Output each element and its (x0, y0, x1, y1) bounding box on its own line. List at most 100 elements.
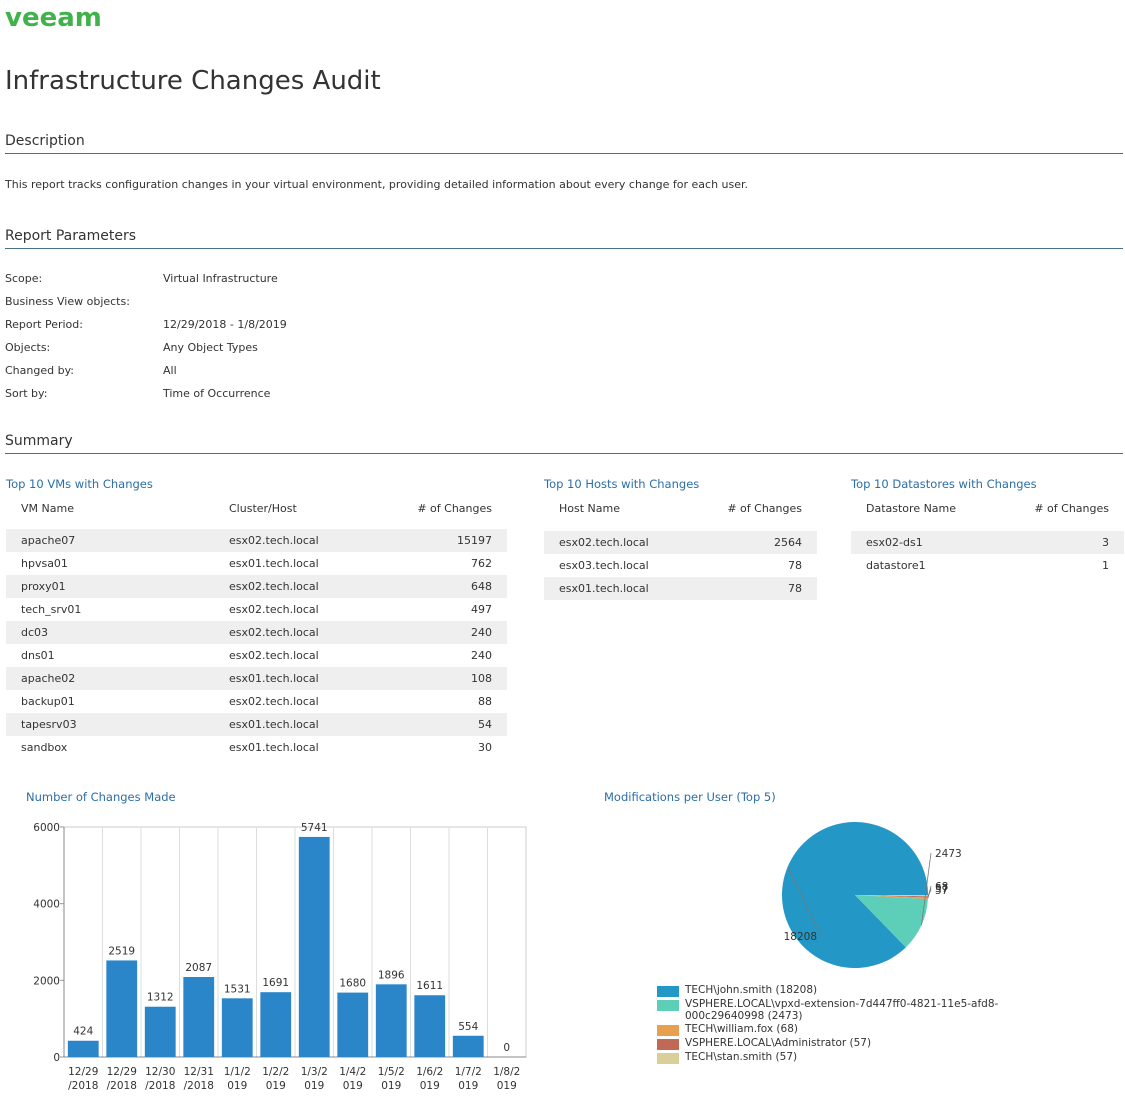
leader-line (927, 889, 932, 896)
table-row: esx02.tech.local 2564 (544, 531, 817, 554)
param-row: Changed by: All (5, 364, 287, 387)
parameters-list: Scope: Virtual Infrastructure Business Vi… (5, 272, 287, 410)
table-cell: esx01.tech.local (214, 667, 371, 690)
table-cell: 88 (478, 695, 492, 708)
table-cell: 30 (478, 741, 492, 754)
table-cell: 497 (471, 603, 492, 616)
table-row: esx02-ds1 3 (851, 531, 1124, 554)
table-cell: apache07 (6, 529, 214, 552)
x-tick-label: 019 (343, 1080, 363, 1092)
y-tick-label: 2000 (33, 975, 60, 987)
table-cell: proxy01 (6, 575, 214, 598)
x-tick-label: 12/30 (145, 1066, 175, 1078)
legend-swatch (657, 1053, 679, 1064)
param-label: Scope: (5, 272, 43, 285)
table-cell: esx02.tech.local (229, 649, 319, 662)
table-cell: 762 (471, 557, 492, 570)
bar (414, 995, 446, 1057)
param-label: Business View objects: (5, 295, 130, 308)
data-label: 1896 (378, 969, 405, 981)
param-value: 12/29/2018 - 1/8/2019 (163, 318, 287, 331)
col-header: Host Name (559, 501, 620, 515)
table-cell: 78 (689, 577, 817, 600)
table-cell: dns01 (21, 649, 55, 662)
x-tick-label: 1/2/2 (262, 1066, 289, 1078)
table-cell: 108 (370, 667, 507, 690)
x-tick-label: 019 (497, 1080, 517, 1092)
col-header: # of Changes (727, 501, 802, 515)
legend-swatch (657, 986, 679, 997)
bar (298, 836, 330, 1057)
table-cell: esx03.tech.local (559, 559, 649, 572)
bar-chart-title: Number of Changes Made (26, 790, 176, 804)
legend-item: VSPHERE.LOCAL\Administrator (57) (657, 1037, 1065, 1050)
col-header: # of Changes (1034, 501, 1109, 515)
x-tick-label: 1/3/2 (301, 1066, 328, 1078)
param-label: Sort by: (5, 387, 48, 400)
table-cell: 3 (996, 531, 1124, 554)
table-row: apache07 esx02.tech.local 15197 (6, 529, 507, 552)
data-label: 0 (503, 1042, 510, 1054)
table-cell: esx02.tech.local (544, 531, 690, 554)
section-description: Description (5, 133, 1123, 154)
col-header: # of Changes (417, 501, 492, 515)
data-label: 1691 (262, 977, 289, 989)
bar (260, 992, 292, 1057)
bar (375, 984, 407, 1057)
x-tick-label: 12/29 (68, 1066, 98, 1078)
table-cell: esx01.tech.local (544, 577, 690, 600)
table-row: backup01 esx02.tech.local 88 (6, 690, 507, 713)
data-label: 554 (458, 1021, 478, 1033)
slice-label: 18208 (784, 931, 817, 943)
y-tick-label: 4000 (33, 899, 60, 911)
table-cell: backup01 (21, 695, 75, 708)
table-cell: dc03 (6, 621, 214, 644)
table-cell: esx01.tech.local (229, 741, 319, 754)
x-tick-label: 019 (381, 1080, 401, 1092)
param-label: Changed by: (5, 364, 74, 377)
legend-item: TECH\william.fox (68) (657, 1023, 1065, 1036)
legend-item: TECH\john.smith (18208) (657, 984, 1065, 997)
legend-item: VSPHERE.LOCAL\vpxd-extension-7d447ff0-48… (657, 998, 1065, 1022)
col-header: Cluster/Host (229, 501, 297, 515)
pie-legend: TECH\john.smith (18208) VSPHERE.LOCAL\vpx… (657, 984, 1065, 1065)
table-cell: 15197 (370, 529, 507, 552)
table-cell: esx02.tech.local (214, 575, 371, 598)
x-tick-label: 1/8/2 (493, 1066, 520, 1078)
slice-label: 57 (935, 885, 948, 897)
slice-label: 57 (935, 883, 948, 895)
param-row: Sort by: Time of Occurrence (5, 387, 287, 410)
bar (337, 992, 369, 1057)
x-tick-label: 1/6/2 (416, 1066, 443, 1078)
x-tick-label: /2018 (184, 1080, 214, 1092)
table-cell: 54 (370, 713, 507, 736)
table-row: apache02 esx01.tech.local 108 (6, 667, 507, 690)
table-cell: esx01.tech.local (214, 713, 371, 736)
data-label: 1312 (147, 992, 174, 1004)
param-value: All (163, 364, 177, 377)
pie-slice (855, 895, 928, 897)
table-cell: esx02-ds1 (851, 531, 997, 554)
param-value: Any Object Types (163, 341, 258, 354)
section-parameters: Report Parameters (5, 228, 1123, 249)
col-header: VM Name (21, 501, 74, 515)
pie-chart-title: Modifications per User (Top 5) (604, 790, 776, 804)
x-tick-label: 019 (227, 1080, 247, 1092)
changes-bar-chart: 0 2000 4000 6000 424 12/29/2018 2519 12/29/2018… (33, 822, 527, 1092)
x-tick-label: 019 (458, 1080, 478, 1092)
table-cell: esx01.tech.local (229, 557, 319, 570)
legend-label: TECH\william.fox (68) (685, 1023, 798, 1035)
table-row: datastore1 1 (851, 554, 1124, 577)
bar (67, 1040, 99, 1057)
data-label: 5741 (301, 822, 328, 834)
table-row: esx01.tech.local 78 (544, 577, 817, 600)
param-label: Report Period: (5, 318, 83, 331)
bar (221, 998, 253, 1057)
bar (106, 960, 138, 1057)
table-cell: 648 (370, 575, 507, 598)
veeam-logo: veeam (5, 3, 102, 33)
x-tick-label: /2018 (107, 1080, 137, 1092)
legend-swatch (657, 1025, 679, 1036)
report-title: Infrastructure Changes Audit (5, 66, 381, 96)
